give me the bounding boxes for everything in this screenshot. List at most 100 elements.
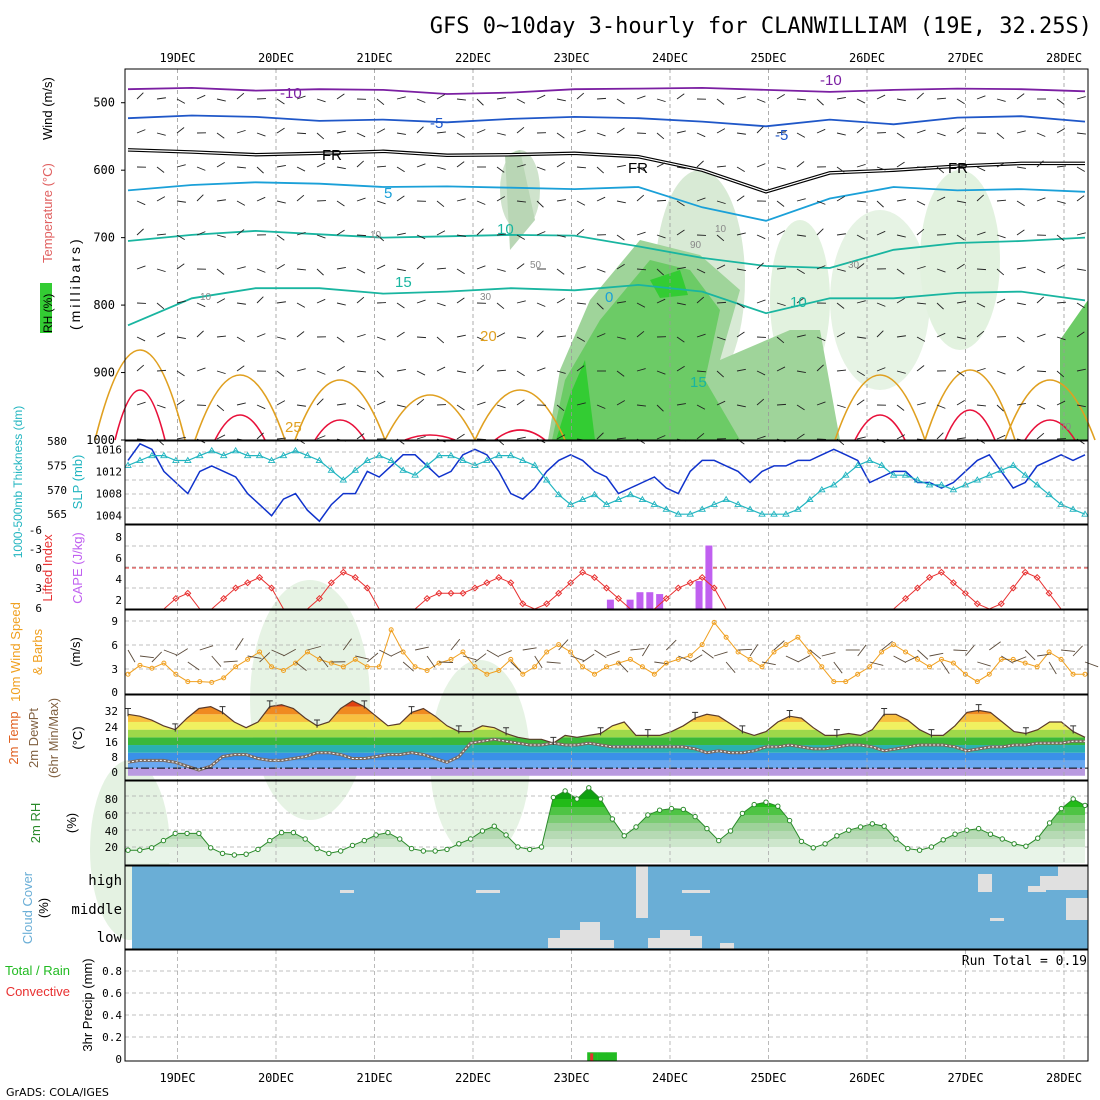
rh2m-marker [373, 832, 379, 838]
temp-tick: 32 [105, 705, 118, 718]
lifted-index-marker [543, 600, 551, 608]
wind-barb [416, 299, 426, 304]
isotherm-line [127, 283, 1086, 327]
minmax-bar [1022, 727, 1029, 736]
wind-barb [716, 234, 725, 242]
wind-barb [896, 198, 906, 202]
lifted-index-marker [256, 573, 264, 582]
surface-wind-barb [402, 661, 414, 672]
wind-barb [456, 404, 465, 411]
cloud-patch [648, 938, 668, 948]
thickness-marker [184, 456, 192, 463]
rh2m-marker [515, 844, 521, 850]
wind-barb [316, 370, 326, 375]
wind-barb [236, 129, 246, 134]
surface-wind-barb [283, 648, 296, 657]
temp2m-panel: 32 24 16 8 0 2m Temp 2m DewPt (6hr Min/Max) (°C) [6, 694, 1089, 781]
precip-tick: 0.4 [102, 1009, 122, 1022]
cape-bar [606, 599, 614, 609]
rh2m-marker [125, 847, 131, 853]
lifted-index-marker [710, 584, 718, 592]
wind-barb [1076, 166, 1086, 172]
wind-barb [336, 166, 346, 170]
wind-barb [436, 366, 446, 372]
wind-speed-marker [340, 664, 346, 670]
isotherm-label: 5 [384, 185, 392, 202]
wind-barb [336, 365, 345, 372]
thickness-marker [1057, 500, 1065, 507]
rh-band [128, 823, 1085, 831]
surface-wind-barb [893, 655, 907, 663]
surface-wind-barb [462, 655, 477, 661]
wind-barb [496, 132, 506, 136]
thickness-marker [554, 490, 563, 498]
thickness-marker [255, 451, 264, 459]
lifted-index-label: Lifted Index [40, 534, 55, 602]
wind-barb [716, 165, 726, 168]
rh-shading [830, 210, 930, 390]
wind-barb [516, 436, 526, 440]
lifted-index-marker [973, 600, 981, 608]
wind-barb [876, 200, 884, 208]
wind-barb [976, 95, 986, 100]
surface-wind-barb [211, 655, 222, 667]
wind-barb [696, 132, 706, 138]
thickness-marker [339, 476, 348, 483]
lifted-index-marker [961, 589, 969, 597]
wind-barb [436, 267, 447, 270]
wind-barb [1056, 400, 1066, 406]
wind-barb [216, 132, 225, 139]
wind-barb [896, 234, 906, 238]
wind-barb [336, 200, 345, 207]
wind-barb [436, 336, 445, 344]
thickness-marker [411, 471, 419, 478]
surface-wind-barb [534, 655, 543, 669]
minmax-bar [833, 729, 840, 738]
wind-speed-marker [915, 656, 921, 662]
wind-barb [916, 228, 925, 236]
wind-barb [276, 127, 285, 134]
minmax-bar [125, 708, 131, 717]
wind-barb [536, 302, 546, 307]
cape-tick: 6 [115, 552, 122, 565]
precip-convective-bar [590, 1053, 594, 1061]
thickness-marker [363, 456, 372, 463]
rh-label: 50 [530, 260, 542, 271]
surface-wind-barb [833, 661, 843, 674]
wind-barb [616, 263, 625, 270]
cape-tick: 4 [115, 573, 122, 586]
wind-barb [136, 228, 144, 236]
thickness-marker [530, 461, 539, 468]
rh2m-marker [822, 841, 828, 847]
thickness-marker [172, 456, 180, 463]
wind-speed-marker [867, 664, 873, 670]
wind-barb [976, 367, 986, 372]
wind-barb [576, 266, 586, 270]
surface-wind-barb [450, 638, 461, 651]
surface-wind-barb [546, 661, 561, 664]
wind-barb [416, 336, 427, 339]
lifted-index-marker [220, 594, 228, 603]
wind-barb [456, 234, 466, 237]
wind-barb [836, 369, 846, 372]
wind-barb [236, 365, 245, 372]
cloud-patch [636, 866, 648, 918]
rh2m-marker [680, 806, 686, 813]
wind-barb [436, 302, 446, 307]
wind-barb [756, 370, 766, 376]
lifted-index-marker [937, 568, 945, 576]
thickness-marker [758, 510, 766, 517]
rh2m-marker [1011, 841, 1017, 847]
wind-speed-marker [950, 660, 956, 666]
wind-barb [636, 166, 646, 172]
wind-barb [616, 301, 626, 304]
rh2m-marker [999, 836, 1005, 842]
thickness-marker [1045, 490, 1053, 498]
wind-speed-marker [388, 627, 394, 633]
rh2m-units-label: (%) [64, 813, 79, 833]
rh2m-marker [645, 812, 651, 818]
thickness-marker [686, 510, 695, 517]
wind-barb [1016, 402, 1026, 406]
wind-barb [836, 302, 845, 309]
thickness-marker [351, 466, 360, 473]
